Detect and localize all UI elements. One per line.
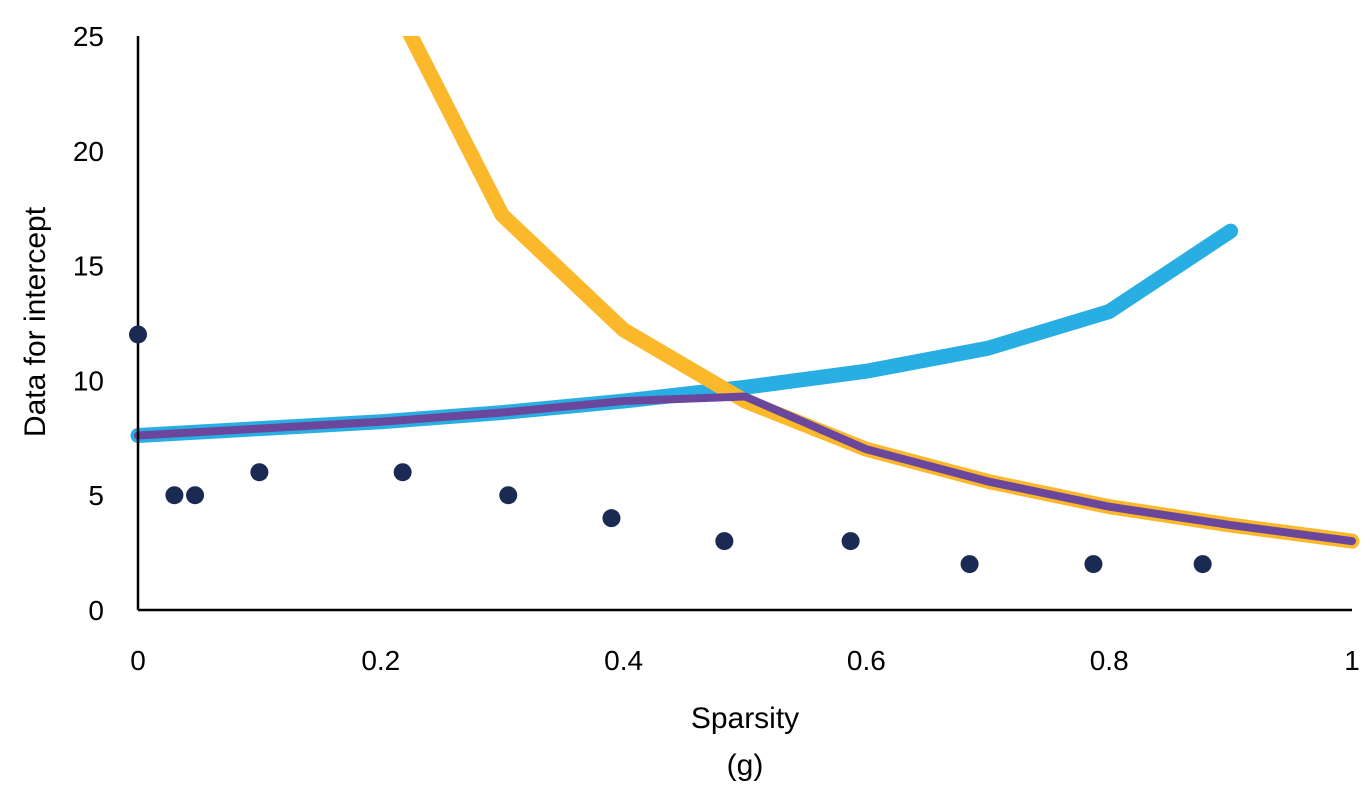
axes-layer xyxy=(136,36,1352,612)
x-tick-label: 0.4 xyxy=(604,645,643,676)
y-tick-label: 5 xyxy=(88,480,104,511)
x-tick-label: 0.8 xyxy=(1090,645,1129,676)
data-point xyxy=(715,532,734,551)
y-tick-label: 15 xyxy=(73,251,104,282)
data-point xyxy=(393,463,412,482)
x-axis-subtitle: (g) xyxy=(727,749,764,782)
data-point xyxy=(1193,555,1212,574)
y-tick-label: 25 xyxy=(73,21,104,52)
x-axis-title: Sparsity xyxy=(691,702,799,735)
data-point xyxy=(165,486,184,505)
series-line-purple-curve xyxy=(134,392,1356,546)
y-tick-label: 0 xyxy=(88,595,104,626)
data-point xyxy=(499,486,518,505)
series-line-orange-curve xyxy=(402,36,1360,549)
y-axis-title: Data for intercept xyxy=(19,206,52,437)
data-point xyxy=(1084,555,1103,574)
y-tick-label: 10 xyxy=(73,365,104,396)
x-tick-label: 0.2 xyxy=(361,645,400,676)
data-point xyxy=(960,555,979,574)
data-point xyxy=(602,509,621,528)
y-tick-label: 20 xyxy=(73,136,104,167)
data-point xyxy=(250,463,269,482)
series-line-blue-curve xyxy=(130,223,1239,444)
data-point xyxy=(186,486,205,505)
x-tick-label: 0 xyxy=(130,645,146,676)
data-point xyxy=(841,532,860,551)
series-layer xyxy=(130,36,1360,549)
x-tick-label: 0.6 xyxy=(847,645,886,676)
x-tick-label: 1 xyxy=(1344,645,1360,676)
data-point xyxy=(129,325,147,344)
